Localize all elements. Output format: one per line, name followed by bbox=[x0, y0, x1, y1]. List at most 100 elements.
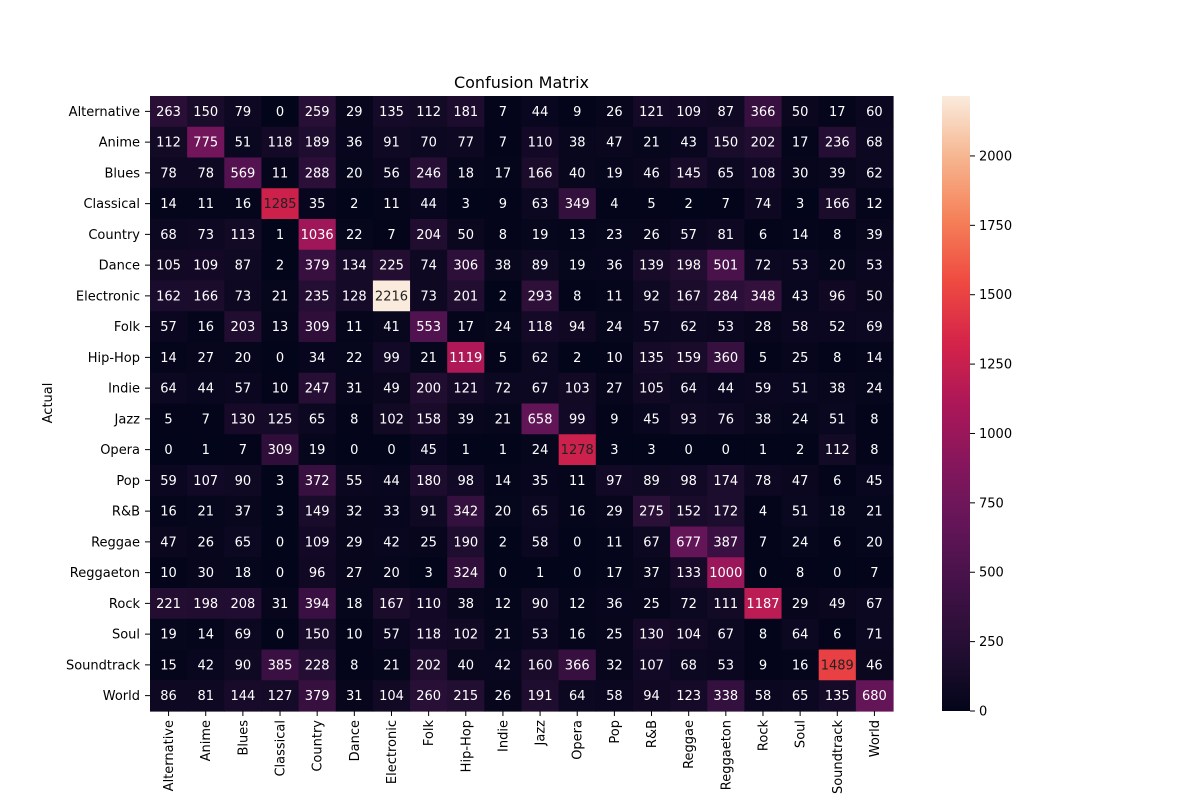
cell-value: 5 bbox=[164, 412, 172, 427]
chart-title: Confusion Matrix bbox=[454, 73, 589, 92]
cell-value: 32 bbox=[606, 658, 623, 673]
cell-value: 89 bbox=[532, 259, 549, 274]
heatmap-cell bbox=[855, 588, 894, 620]
cell-value: 87 bbox=[235, 259, 252, 274]
cell-value: 0 bbox=[276, 628, 284, 643]
cell-value: 91 bbox=[420, 505, 437, 520]
cell-value: 0 bbox=[722, 443, 730, 458]
cell-value: 42 bbox=[495, 658, 512, 673]
heatmap-cell bbox=[632, 126, 671, 159]
x-tick-label: Soul bbox=[794, 720, 809, 748]
heatmap-cell bbox=[150, 372, 188, 405]
cell-value: 90 bbox=[532, 597, 549, 612]
heatmap-cell bbox=[558, 649, 597, 681]
cell-value: 42 bbox=[197, 658, 214, 673]
cell-value: 235 bbox=[305, 289, 330, 304]
heatmap-cell bbox=[744, 372, 783, 405]
cell-value: 93 bbox=[680, 412, 697, 427]
heatmap-cell bbox=[447, 126, 485, 159]
heatmap-cell bbox=[447, 434, 485, 466]
heatmap-cell bbox=[707, 219, 745, 251]
heatmap-cell bbox=[595, 557, 634, 589]
heatmap-cell bbox=[558, 557, 597, 589]
cell-value: 105 bbox=[156, 259, 181, 274]
cell-value: 121 bbox=[453, 382, 478, 397]
colorbar-tick-label: 1000 bbox=[979, 427, 1012, 442]
heatmap-cell bbox=[335, 372, 374, 405]
cell-value: 13 bbox=[272, 320, 289, 335]
cell-value: 569 bbox=[230, 166, 255, 181]
heatmap-cell bbox=[781, 618, 820, 651]
heatmap-cell bbox=[150, 680, 188, 712]
cell-value: 29 bbox=[346, 535, 363, 550]
cell-value: 39 bbox=[866, 228, 883, 243]
heatmap-cell bbox=[744, 618, 783, 651]
cell-value: 133 bbox=[676, 566, 701, 581]
cell-value: 215 bbox=[453, 689, 478, 704]
cell-value: 22 bbox=[346, 351, 363, 366]
cell-value: 139 bbox=[639, 259, 664, 274]
y-tick-label: Dance bbox=[99, 259, 140, 274]
heatmap-cell bbox=[595, 434, 634, 466]
heatmap-cell bbox=[224, 465, 263, 497]
heatmap-cell bbox=[744, 249, 783, 282]
heatmap-cell bbox=[595, 96, 634, 128]
cell-value: 1 bbox=[759, 443, 767, 458]
heatmap-cell bbox=[632, 526, 671, 558]
cell-value: 14 bbox=[160, 197, 177, 212]
heatmap-cell bbox=[781, 372, 820, 405]
cell-value: 51 bbox=[829, 412, 846, 427]
heatmap-cell bbox=[670, 280, 708, 312]
colorbar-tick-label: 1750 bbox=[979, 219, 1012, 234]
heatmap-cell bbox=[447, 219, 485, 251]
heatmap-cell bbox=[261, 649, 300, 681]
heatmap-cell bbox=[558, 680, 597, 712]
heatmap-cell bbox=[707, 680, 745, 712]
heatmap-cell bbox=[447, 557, 485, 589]
cell-value: 77 bbox=[457, 136, 474, 151]
heatmap-cell bbox=[224, 526, 263, 558]
cell-value: 70 bbox=[420, 136, 437, 151]
cell-value: 236 bbox=[825, 136, 850, 151]
heatmap-cell bbox=[632, 249, 671, 282]
heatmap-cell bbox=[335, 219, 374, 251]
heatmap-cell bbox=[372, 188, 411, 220]
heatmap-cell bbox=[298, 557, 337, 589]
cell-value: 20 bbox=[866, 535, 883, 550]
cell-value: 53 bbox=[866, 259, 883, 274]
heatmap-cell bbox=[335, 342, 374, 374]
heatmap-cell bbox=[261, 372, 300, 405]
cell-value: 21 bbox=[420, 351, 437, 366]
heatmap-cell bbox=[781, 342, 820, 374]
heatmap-cell bbox=[335, 280, 374, 312]
y-tick-label: Indie bbox=[108, 382, 140, 397]
cell-value: 9 bbox=[759, 658, 767, 673]
heatmap-cell bbox=[670, 342, 708, 374]
cell-value: 293 bbox=[528, 289, 553, 304]
cell-value: 18 bbox=[346, 597, 363, 612]
heatmap-cell bbox=[670, 649, 708, 681]
heatmap-cell bbox=[781, 280, 820, 312]
cell-value: 11 bbox=[272, 166, 289, 181]
cell-value: 221 bbox=[156, 597, 181, 612]
heatmap-cell bbox=[521, 618, 560, 651]
cell-value: 58 bbox=[532, 535, 549, 550]
cell-value: 19 bbox=[606, 166, 623, 181]
heatmap-cell bbox=[261, 311, 300, 343]
heatmap-cell bbox=[447, 680, 485, 712]
heatmap-cell bbox=[484, 434, 523, 466]
heatmap-cell bbox=[632, 680, 671, 712]
cell-value: 204 bbox=[416, 228, 441, 243]
cell-value: 31 bbox=[346, 689, 363, 704]
cell-value: 246 bbox=[416, 166, 441, 181]
heatmap-cell bbox=[372, 465, 411, 497]
heatmap-cell bbox=[335, 557, 374, 589]
heatmap-cell bbox=[707, 311, 745, 343]
y-tick-label: Classical bbox=[83, 197, 140, 212]
cell-value: 37 bbox=[643, 566, 660, 581]
heatmap-cell bbox=[187, 403, 225, 435]
heatmap-cell bbox=[335, 188, 374, 220]
heatmap-cell bbox=[855, 372, 894, 405]
heatmap-cell bbox=[187, 157, 225, 189]
heatmap-cell bbox=[744, 526, 783, 558]
